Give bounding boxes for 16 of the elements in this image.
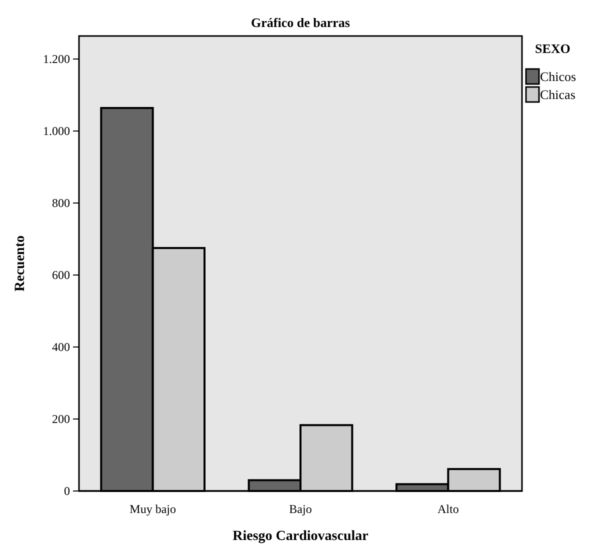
x-axis-title: Riesgo Cardiovascular [232, 529, 368, 544]
y-tick-label: 1.200 [43, 52, 70, 66]
y-axis-title: Recuento [13, 236, 28, 292]
y-tick-label: 200 [52, 412, 70, 426]
chart-title: Gráfico de barras [251, 15, 350, 30]
y-tick-label: 800 [52, 196, 70, 210]
legend-label: Chicos [540, 69, 576, 84]
y-tick-label: 400 [52, 340, 70, 354]
y-tick-label: 600 [52, 268, 70, 282]
x-tick-label: Muy bajo [130, 502, 176, 516]
x-tick-label: Bajo [289, 502, 312, 516]
x-tick-label: Alto [437, 502, 459, 516]
legend-label: Chicas [540, 87, 576, 102]
legend-title: SEXO [535, 41, 570, 56]
y-tick-label: 1.000 [43, 124, 70, 138]
y-tick-label: 0 [64, 484, 70, 498]
